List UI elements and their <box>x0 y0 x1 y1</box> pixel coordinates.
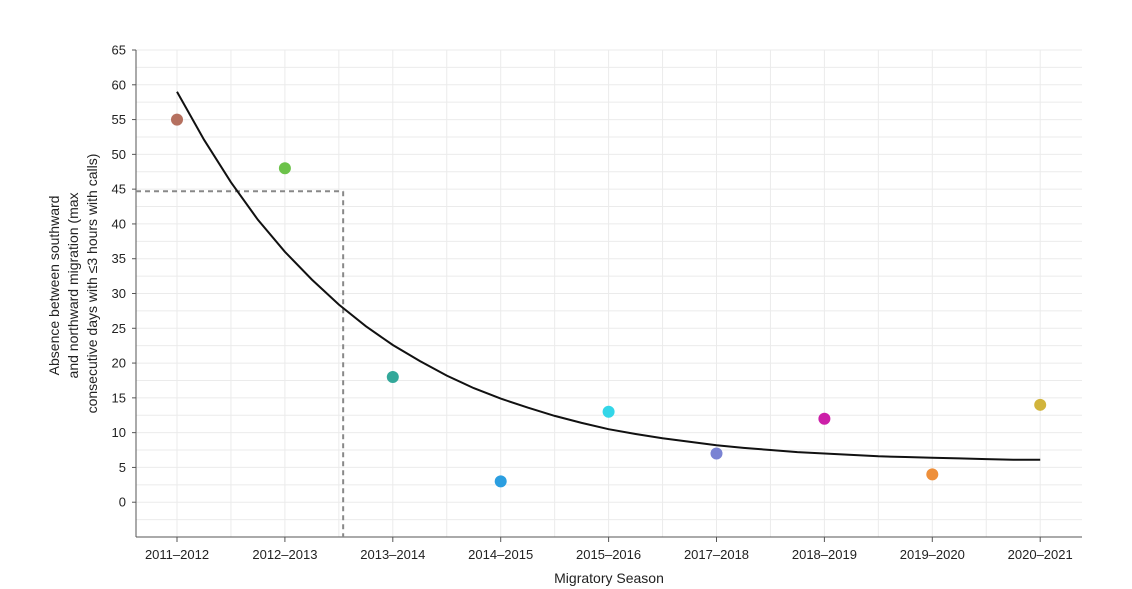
y-tick-label: 0 <box>119 495 126 510</box>
data-point <box>278 162 291 175</box>
data-point <box>926 468 939 481</box>
trend-curve-group <box>176 91 1041 461</box>
y-tick-label: 65 <box>112 43 126 58</box>
data-point <box>1034 398 1047 411</box>
x-tick-label: 2011–2012 <box>145 547 209 562</box>
x-tick-label: 2015–2016 <box>576 547 641 562</box>
y-axis-title-line-3: consecutive days with ≤3 hours with call… <box>84 154 100 414</box>
data-point <box>818 412 831 425</box>
x-axis-ticks: 2011–2012 2012–2013 2013–2014 2014–2015 2015… <box>145 537 1073 562</box>
grid <box>136 49 1082 538</box>
y-tick-label: 60 <box>112 77 126 92</box>
y-axis-title-line-2: and northward migration (max <box>65 192 81 378</box>
x-tick-label: 2020–2021 <box>1008 547 1073 562</box>
data-point <box>602 405 615 418</box>
x-axis-title: Migratory Season <box>554 570 664 586</box>
x-tick-label: 2018–2019 <box>792 547 857 562</box>
y-tick-label: 30 <box>112 286 126 301</box>
y-axis-title-line-1: Absence between southward <box>46 196 62 376</box>
y-tick-label: 35 <box>112 251 126 266</box>
y-tick-label: 40 <box>112 216 126 231</box>
x-tick-label: 2017–2018 <box>684 547 749 562</box>
y-tick-label: 25 <box>112 321 126 336</box>
y-tick-label: 45 <box>112 182 126 197</box>
y-tick-label: 20 <box>112 356 126 371</box>
x-tick-label: 2013–2014 <box>360 547 425 562</box>
data-point <box>494 475 507 488</box>
y-tick-label: 5 <box>119 460 126 475</box>
trend-curve <box>176 91 1041 461</box>
y-tick-label: 55 <box>112 112 126 127</box>
data-point <box>386 370 399 383</box>
data-points <box>171 113 1047 488</box>
y-axis-title: Absence between southward and northward … <box>46 154 100 414</box>
reference-lines <box>136 190 345 537</box>
data-point <box>171 113 183 126</box>
x-tick-label: 2012–2013 <box>252 547 317 562</box>
x-tick-label: 2014–2015 <box>468 547 533 562</box>
y-tick-label: 10 <box>112 425 126 440</box>
data-point <box>710 447 723 460</box>
y-axis-ticks: 0 5 10 15 20 25 30 35 40 45 50 55 60 65 <box>112 43 136 510</box>
x-tick-label: 2019–2020 <box>900 547 965 562</box>
y-tick-label: 50 <box>112 147 126 162</box>
y-tick-label: 15 <box>112 390 126 405</box>
